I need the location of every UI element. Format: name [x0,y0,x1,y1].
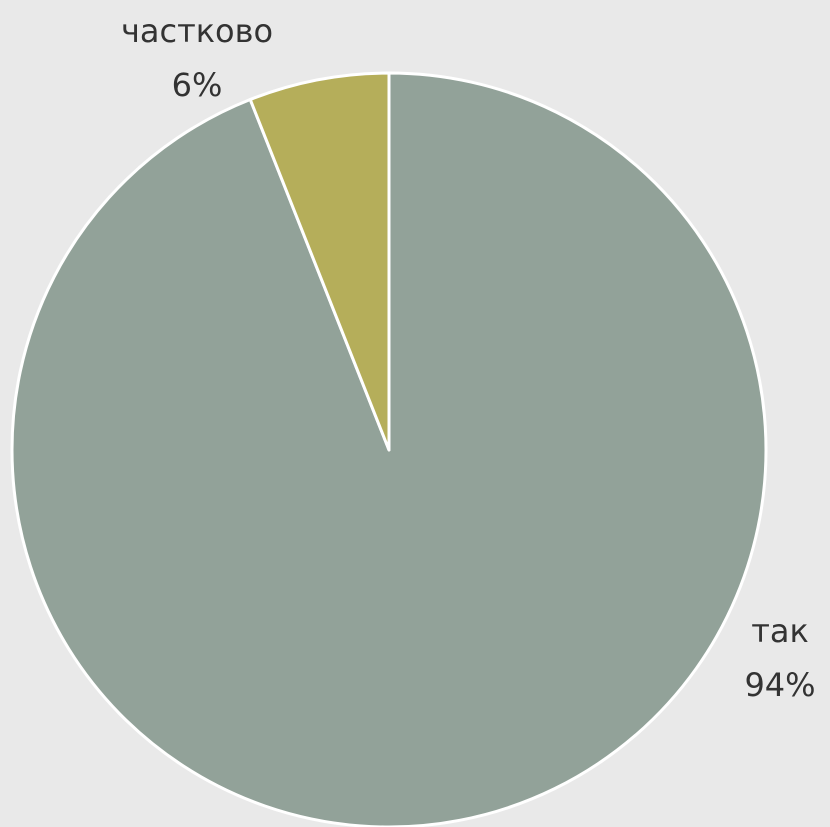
pie-slice [248,71,391,452]
slice-category-label: так [751,612,809,650]
slice-value-label: 94% [744,666,815,704]
slice-category-label: частково [121,12,273,50]
slice-value-label: 6% [172,66,223,104]
